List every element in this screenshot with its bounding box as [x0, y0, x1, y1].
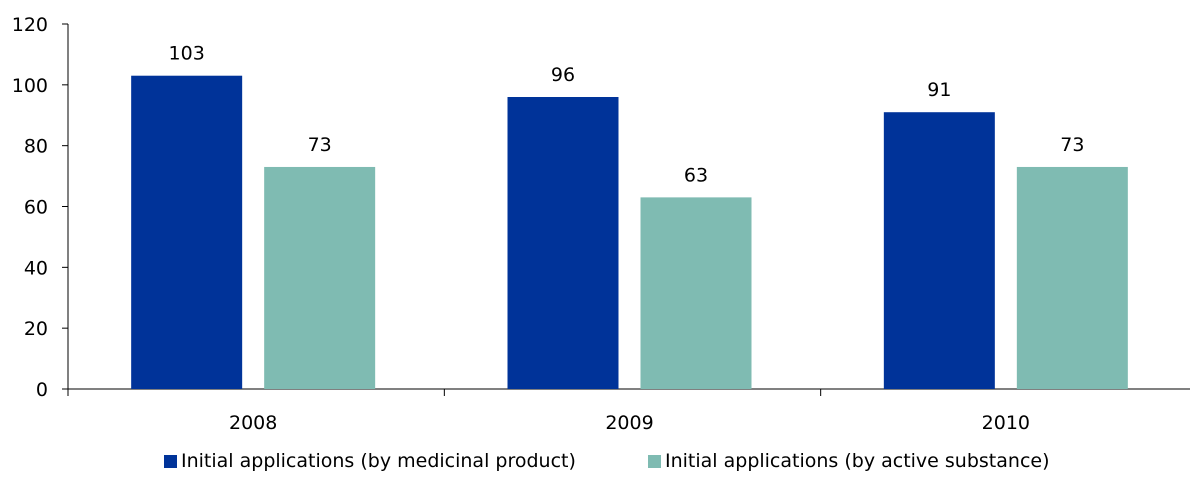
data-label-2009-series-1: 96: [551, 64, 575, 86]
x-axis: 2008 2009 2010: [67, 388, 1190, 434]
y-tick-label: 100: [12, 75, 48, 97]
bar-2008-series-2: [264, 166, 376, 389]
x-category-label: 2009: [605, 412, 653, 434]
data-label-2008-series-2: 73: [308, 134, 332, 156]
y-tick-label: 60: [24, 197, 48, 219]
data-label-2008-series-1: 103: [169, 43, 205, 65]
y-tick-label: 20: [24, 318, 48, 340]
y-tick-label: 40: [24, 257, 48, 279]
bar-2009-series-2: [640, 197, 752, 389]
bar-2008-series-1: [131, 75, 243, 389]
y-tick-label: 120: [12, 14, 48, 36]
bar-2009-series-1: [507, 97, 619, 389]
bar-2010-series-2: [1016, 166, 1128, 389]
data-label-2010-series-1: 91: [927, 79, 951, 101]
bars: [131, 75, 1128, 389]
y-axis: 0 20 40 60 80 100 120: [12, 14, 69, 401]
x-category-label: 2008: [229, 412, 277, 434]
data-labels: 103 73 96 63 91 73: [169, 43, 1085, 187]
y-tick-label: 0: [36, 379, 48, 401]
data-label-2010-series-2: 73: [1060, 134, 1084, 156]
y-tick-label: 80: [24, 136, 48, 158]
x-category-label: 2010: [982, 412, 1030, 434]
data-label-2009-series-2: 63: [684, 164, 708, 186]
bar-2010-series-1: [883, 112, 995, 389]
